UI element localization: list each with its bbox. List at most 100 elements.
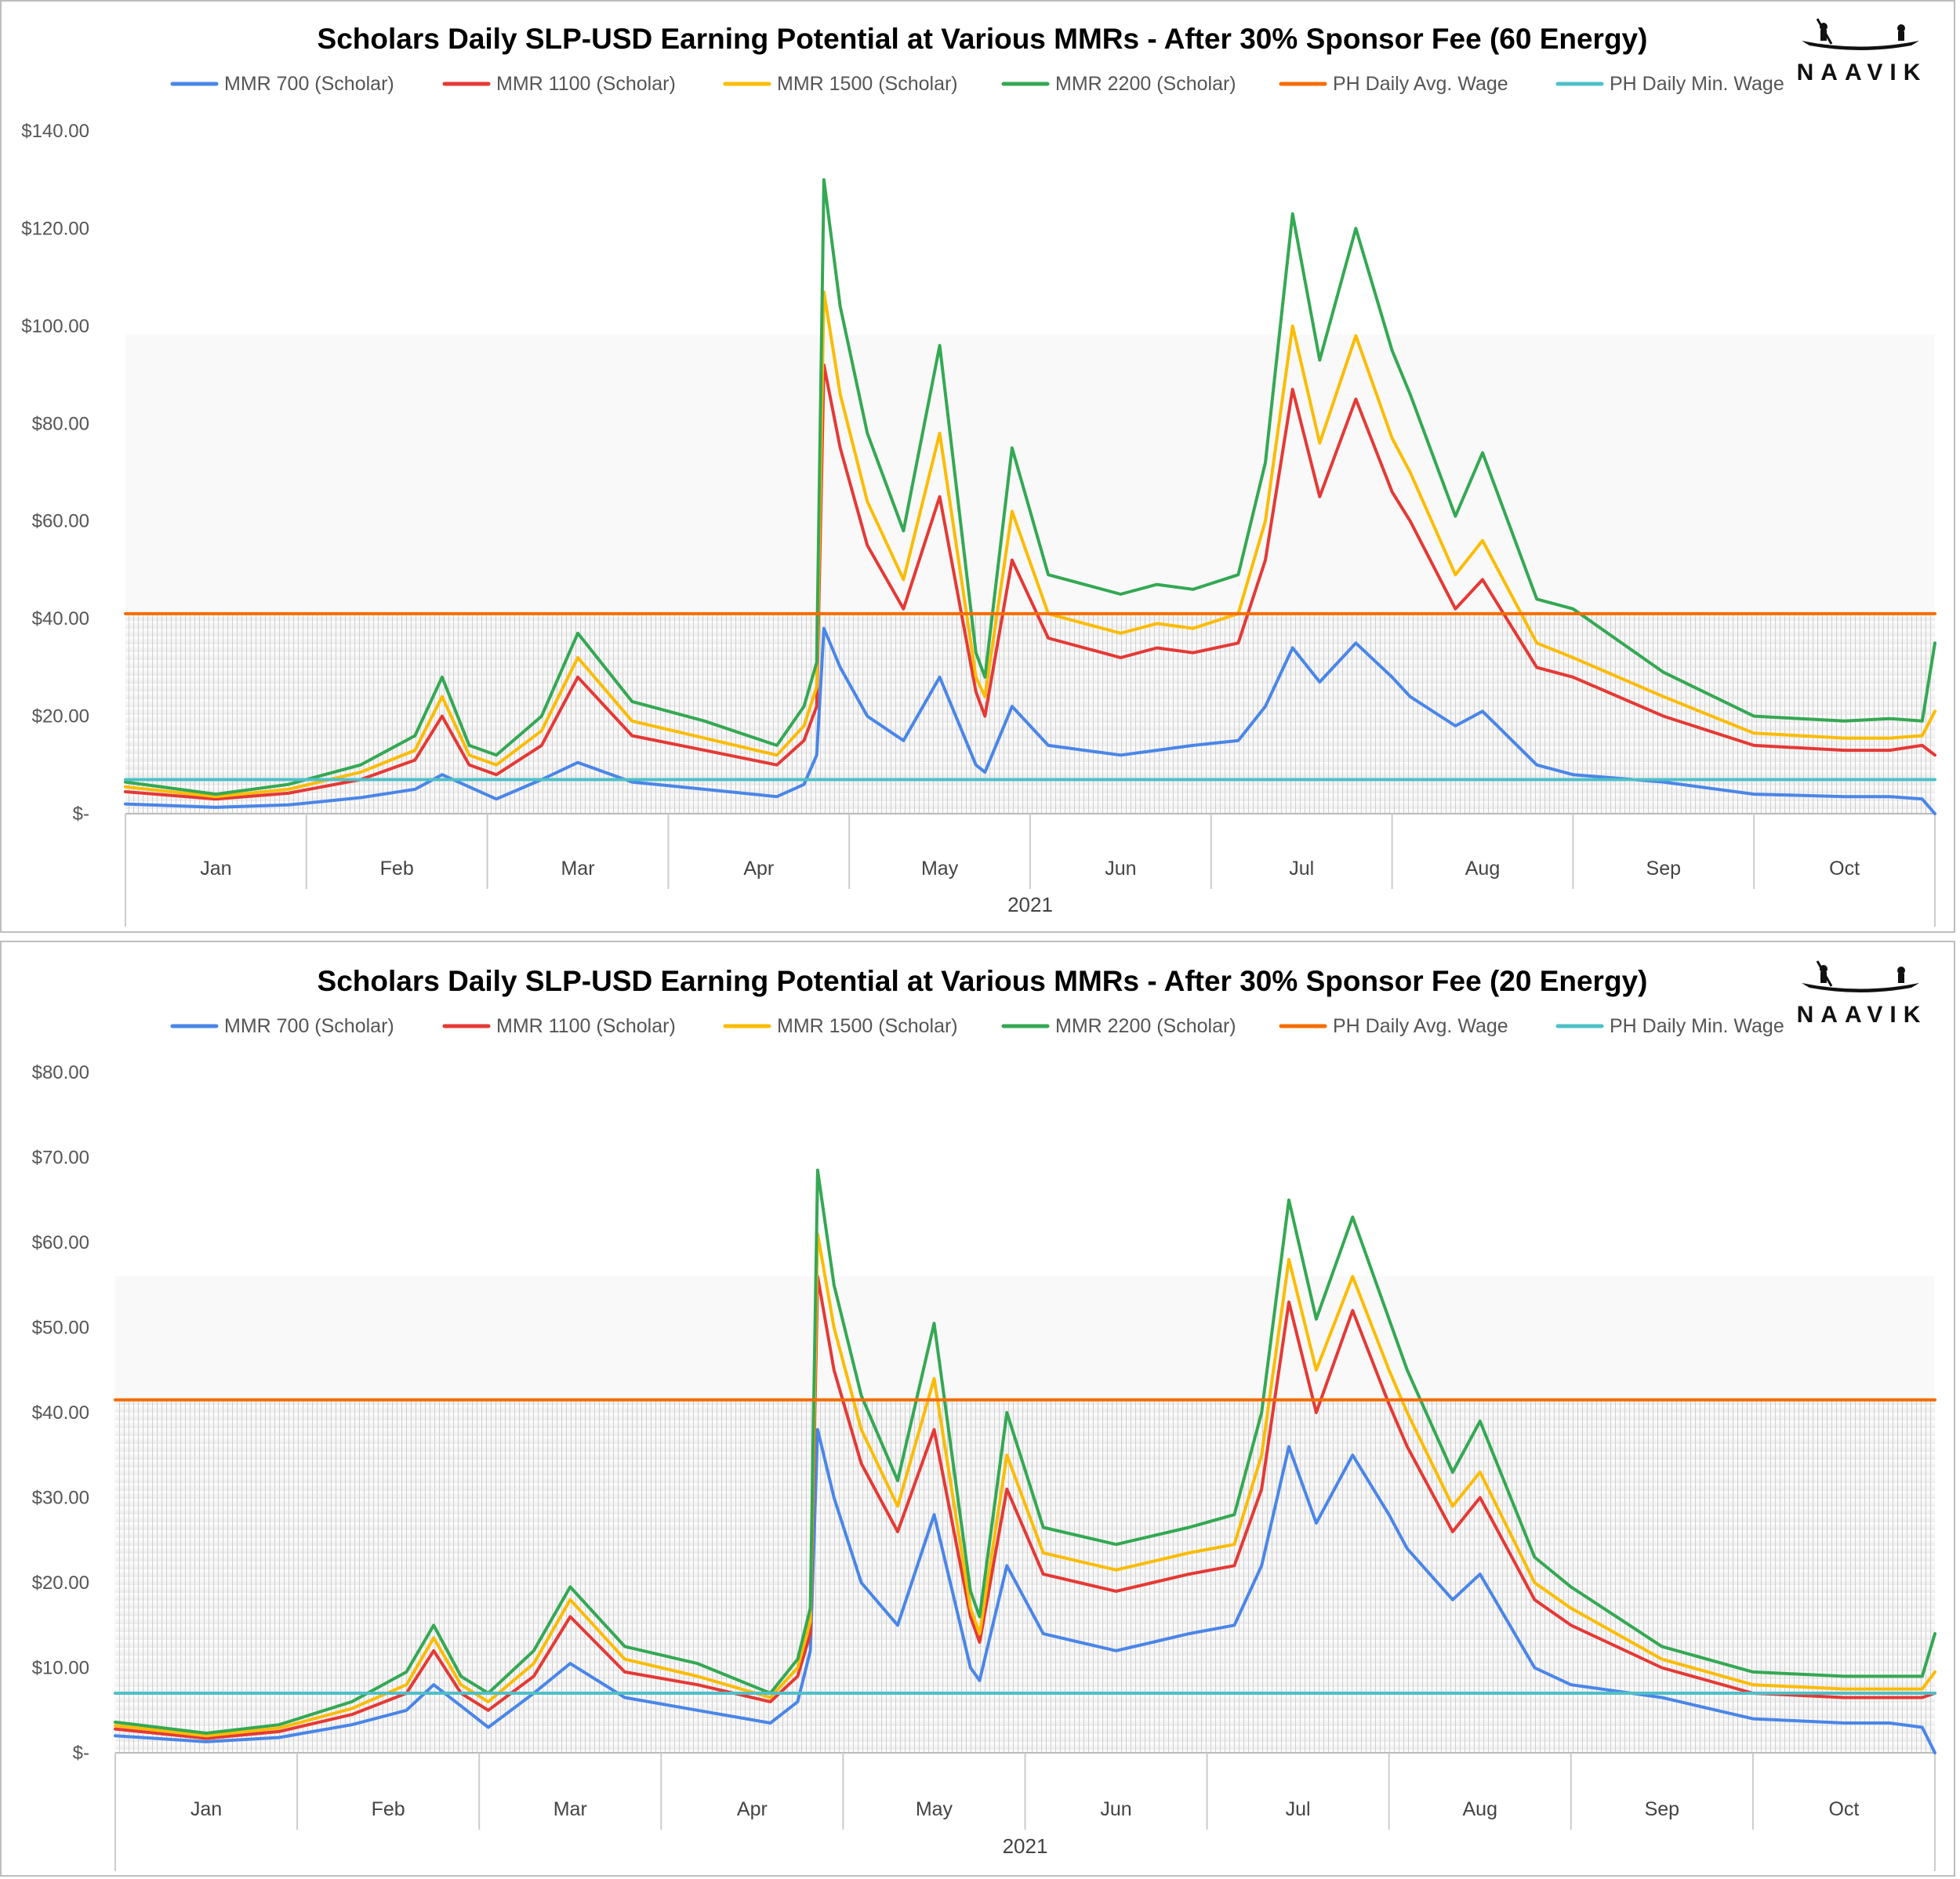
x-month-label: Mar — [561, 858, 594, 880]
rower-head-icon — [1897, 24, 1905, 32]
series-line-mmr-2200-scholar — [124, 178, 1936, 796]
x-year-label: 2021 — [1003, 1834, 1048, 1858]
legend-item: PH Daily Min. Wage — [1555, 73, 1784, 95]
y-tick-label: $120.00 — [21, 218, 89, 239]
y-tick-label: $50.00 — [32, 1318, 89, 1339]
legend-item: MMR 1100 (Scholar) — [442, 73, 676, 95]
legend-label: MMR 1500 (Scholar) — [777, 73, 958, 95]
legend-item: MMR 1500 (Scholar) — [723, 1015, 958, 1037]
x-month-label: Aug — [1465, 858, 1500, 880]
legend-label: MMR 1500 (Scholar) — [777, 1015, 958, 1037]
y-tick-label: $- — [73, 803, 89, 825]
legend-item: MMR 2200 (Scholar) — [1001, 1015, 1236, 1037]
y-tick-label: $80.00 — [32, 1062, 89, 1083]
x-month-label: Mar — [554, 1798, 587, 1820]
y-tick-label: $20.00 — [32, 1572, 89, 1594]
x-month-label: Apr — [743, 858, 774, 880]
canoe-icon — [1802, 41, 1919, 50]
series-line-mmr-1100-scholar — [124, 363, 1936, 801]
chart-panel-60-energy: Scholars Daily SLP-USD Earning Potential… — [0, 0, 1955, 933]
legend-item: PH Daily Avg. Wage — [1279, 73, 1508, 95]
rower-body-icon — [1820, 30, 1827, 41]
legend-item: MMR 700 (Scholar) — [170, 73, 394, 95]
legend-item: MMR 1500 (Scholar) — [723, 73, 958, 95]
x-month-label: Jun — [1100, 1798, 1131, 1820]
chart-panel-20-energy: Scholars Daily SLP-USD Earning Potential… — [0, 941, 1955, 1877]
x-axis: Jan Feb Mar Apr May Jun Jul Aug Sep Oct 2021 — [114, 1752, 1936, 1871]
legend-item: PH Daily Avg. Wage — [1279, 1015, 1508, 1037]
series-line-mmr-1500-scholar — [114, 1232, 1936, 1738]
paddle-icon — [1816, 18, 1833, 45]
legend-label: MMR 2200 (Scholar) — [1055, 1015, 1236, 1037]
chart-title: Scholars Daily SLP-USD Earning Potential… — [318, 965, 1648, 997]
rower-head-icon — [1897, 967, 1905, 974]
y-tick-label: $70.00 — [32, 1148, 89, 1169]
legend-label: PH Daily Avg. Wage — [1333, 1015, 1508, 1037]
x-month-label: Aug — [1463, 1798, 1497, 1820]
x-month-label: Jul — [1286, 1798, 1311, 1820]
y-tick-label: $40.00 — [32, 608, 89, 629]
y-axis: $- $10.00 $20.00 $30.00 $40.00 $50.00 $60.00 $7… — [32, 1062, 89, 1764]
x-month-label: Oct — [1829, 858, 1860, 880]
legend-item: MMR 2200 (Scholar) — [1001, 73, 1236, 95]
series-line-mmr-2200-scholar — [114, 1168, 1936, 1735]
brand-logo — [1802, 18, 1919, 50]
rower-body-icon — [1820, 972, 1827, 983]
plot-background-shaded — [125, 613, 1935, 814]
legend-label: MMR 1100 (Scholar) — [496, 73, 676, 95]
y-tick-label: $30.00 — [32, 1488, 89, 1509]
x-month-label: Feb — [380, 858, 414, 880]
canoe-icon — [1802, 983, 1919, 992]
y-tick-label: $60.00 — [32, 1232, 89, 1253]
plot-background-fade — [115, 1276, 1935, 1400]
legend-label: MMR 700 (Scholar) — [224, 1015, 394, 1037]
chart-20-energy: Scholars Daily SLP-USD Earning Potential… — [32, 960, 1936, 1871]
y-tick-label: $80.00 — [32, 413, 89, 434]
legend-label: MMR 2200 (Scholar) — [1055, 73, 1236, 95]
x-month-label: Feb — [372, 1798, 405, 1820]
x-year-label: 2021 — [1007, 893, 1053, 916]
x-month-label: Jul — [1289, 858, 1314, 880]
legend-label: PH Daily Min. Wage — [1610, 1015, 1784, 1037]
legend-item: PH Daily Min. Wage — [1555, 1015, 1784, 1037]
rower-body-icon — [1898, 974, 1904, 983]
y-tick-label: $40.00 — [32, 1402, 89, 1424]
legend-item: MMR 1100 (Scholar) — [442, 1015, 676, 1037]
legend-label: PH Daily Avg. Wage — [1333, 73, 1508, 95]
legend: MMR 700 (Scholar) MMR 1100 (Scholar) MMR 1… — [170, 1015, 1784, 1037]
legend-label: PH Daily Min. Wage — [1610, 73, 1784, 95]
x-month-label: Oct — [1828, 1798, 1859, 1820]
x-month-label: Jan — [200, 858, 231, 880]
rower-body-icon — [1898, 31, 1904, 41]
x-month-label: May — [921, 858, 959, 880]
y-tick-label: $60.00 — [32, 511, 89, 532]
plot-background-fade — [125, 335, 1935, 614]
x-axis: Jan Feb Mar Apr May Jun Jul Aug Sep Oct 2021 — [125, 813, 1936, 927]
series-lines — [124, 178, 1936, 815]
x-month-label: Sep — [1645, 1798, 1679, 1820]
brand-logo — [1802, 960, 1919, 992]
x-month-label: Jun — [1105, 858, 1136, 880]
legend: MMR 700 (Scholar) MMR 1100 (Scholar) MMR 1… — [170, 73, 1784, 95]
x-month-label: May — [916, 1798, 953, 1820]
x-month-label: Apr — [737, 1798, 768, 1820]
legend-item: MMR 700 (Scholar) — [170, 1015, 394, 1037]
x-month-label: Sep — [1646, 858, 1681, 880]
paddle-icon — [1816, 960, 1833, 987]
y-tick-label: $10.00 — [32, 1658, 89, 1679]
y-tick-label: $- — [73, 1743, 89, 1764]
y-tick-label: $20.00 — [32, 706, 89, 727]
series-lines — [114, 1168, 1936, 1754]
series-line-mmr-700-scholar — [124, 626, 1936, 815]
series-line-mmr-1100-scholar — [114, 1275, 1936, 1740]
chart-title: Scholars Daily SLP-USD Earning Potential… — [318, 23, 1648, 55]
brand-name: NAAVIK — [1797, 1002, 1928, 1028]
y-tick-label: $140.00 — [21, 121, 89, 142]
chart-60-energy: Scholars Daily SLP-USD Earning Potential… — [21, 18, 1936, 927]
series-line-mmr-1500-scholar — [124, 290, 1936, 799]
y-axis: $- $20.00 $40.00 $60.00 $80.00 $100.00 $120.00… — [21, 121, 89, 825]
brand-name: NAAVIK — [1797, 60, 1928, 85]
legend-label: MMR 700 (Scholar) — [224, 73, 394, 95]
legend-label: MMR 1100 (Scholar) — [496, 1015, 676, 1037]
y-tick-label: $100.00 — [21, 316, 89, 337]
